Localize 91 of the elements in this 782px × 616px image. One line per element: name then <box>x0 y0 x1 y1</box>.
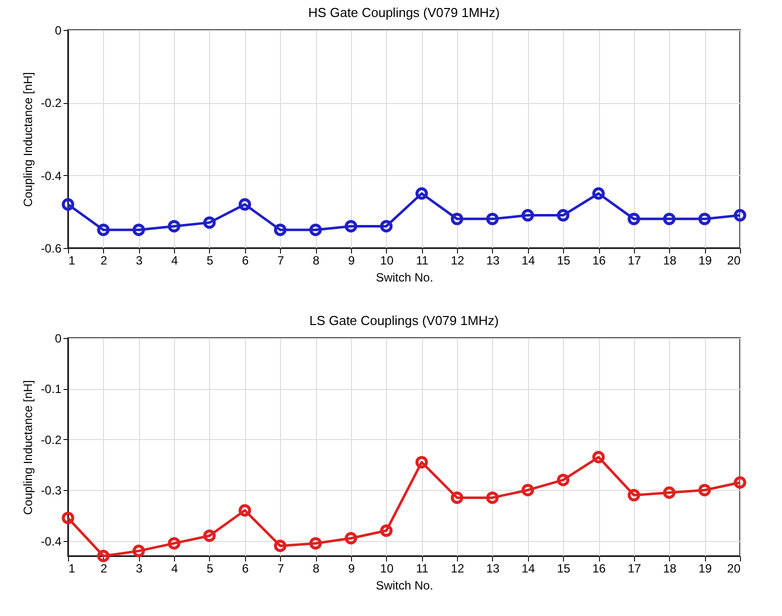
point <box>380 524 393 537</box>
point <box>203 529 216 542</box>
x-tick-label: 18 <box>663 254 677 268</box>
x-tick-label: 5 <box>206 562 214 576</box>
point <box>592 450 605 464</box>
x-tick-label: 1 <box>68 562 76 576</box>
x-tick-label: 4 <box>171 562 178 576</box>
point <box>203 216 216 229</box>
x-tick-label: 13 <box>486 254 500 268</box>
x-tick-label: 6 <box>242 562 249 576</box>
point <box>132 544 145 558</box>
point <box>415 456 428 468</box>
x-tick-label: 17 <box>628 254 642 268</box>
point <box>97 550 110 562</box>
y-tick-label: -0.2 <box>40 96 62 110</box>
x-tick-label: 8 <box>312 562 320 576</box>
x-tick-label: 3 <box>136 562 143 576</box>
point <box>274 224 286 236</box>
x-tick-label: 20 <box>727 562 741 576</box>
point <box>663 212 676 226</box>
x-tick-label: 18 <box>663 562 677 576</box>
x-tick-label: 2 <box>100 254 108 268</box>
point <box>168 537 180 550</box>
x-tick-label: 1 <box>68 254 76 268</box>
point <box>415 187 428 200</box>
point <box>698 484 711 496</box>
point <box>344 532 358 544</box>
x-axis-title: Switch No. <box>376 578 434 592</box>
x-tick-label: 14 <box>522 562 536 576</box>
point <box>309 224 322 236</box>
x-tick-label: 16 <box>592 562 606 576</box>
point <box>344 220 358 232</box>
x-tick-label: 16 <box>592 254 606 268</box>
point <box>663 486 676 499</box>
y-tick-label: 0 <box>54 24 62 38</box>
x-tick-label: 3 <box>136 254 143 268</box>
x-tick-label: 10 <box>380 254 394 268</box>
point <box>168 220 180 232</box>
point <box>97 224 110 236</box>
x-tick-label: 19 <box>698 562 712 576</box>
x-tick-label: 12 <box>450 562 465 576</box>
x-tick-label: 8 <box>312 254 320 268</box>
point <box>238 504 252 517</box>
y-axis-title: Coupling Inductance [nH] <box>20 380 35 515</box>
point <box>628 488 640 502</box>
x-tick-label: 6 <box>242 254 249 268</box>
x-tick-label: 12 <box>450 254 465 268</box>
point <box>274 540 286 552</box>
y-tick-label: 0 <box>54 332 62 346</box>
x-tick-label: 15 <box>556 254 571 268</box>
x-tick-label: 9 <box>348 254 356 268</box>
x-tick-label: 19 <box>698 254 712 268</box>
x-tick-label: 7 <box>277 254 284 268</box>
chart-title: LS Gate Couplings (V079 1MHz) <box>309 313 499 328</box>
y-axis-title: Coupling Inductance [nH] <box>20 72 35 207</box>
point <box>309 537 322 550</box>
x-tick-label: 7 <box>277 562 284 576</box>
chart-title: HS Gate Couplings (V079 1MHz) <box>308 5 500 20</box>
y-tick-label: -0.1 <box>40 382 62 396</box>
y-tick-label: -0.3 <box>40 484 62 498</box>
point <box>556 209 570 222</box>
x-tick-label: 14 <box>522 254 536 268</box>
y-tick-label: -0.6 <box>40 242 62 256</box>
point <box>522 484 534 496</box>
point <box>698 212 711 226</box>
y-tick-label: -0.2 <box>40 432 62 447</box>
point <box>556 474 570 486</box>
x-tick-label: 2 <box>100 562 108 576</box>
point <box>132 224 145 236</box>
point <box>628 212 640 226</box>
x-tick-label: 4 <box>171 254 178 268</box>
point <box>450 491 464 504</box>
x-axis-title: Switch No. <box>376 270 434 284</box>
x-tick-label: 20 <box>727 254 741 268</box>
point <box>380 220 393 232</box>
x-tick-label: 13 <box>486 562 500 576</box>
x-tick-label: 5 <box>206 254 214 268</box>
x-tick-label: 9 <box>348 562 356 576</box>
point <box>486 491 499 504</box>
x-tick-label: 15 <box>556 562 571 576</box>
x-tick-label: 11 <box>416 562 429 576</box>
x-tick-label: 10 <box>380 562 394 576</box>
point <box>238 198 252 211</box>
y-tick-label: -0.4 <box>40 168 62 183</box>
x-tick-label: 11 <box>416 254 429 268</box>
x-tick-label: 17 <box>628 562 642 576</box>
point <box>592 187 605 200</box>
y-tick-label: -0.4 <box>40 534 62 548</box>
point <box>522 209 534 222</box>
point <box>486 212 499 226</box>
point <box>450 212 464 226</box>
